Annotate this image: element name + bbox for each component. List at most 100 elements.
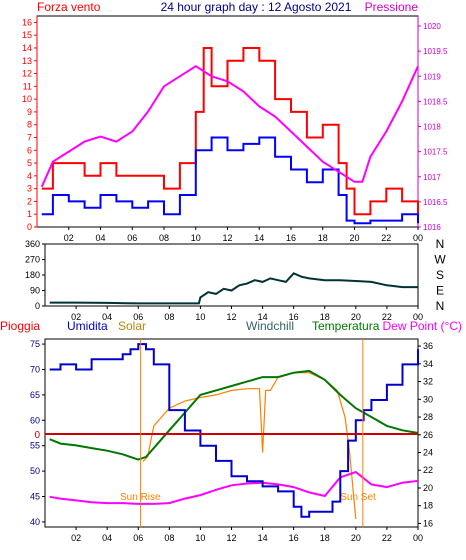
rain-label: Pioggia [0,319,40,333]
right-tick-label: 1019 [423,72,441,81]
x-tick-label: 10 [191,233,201,243]
series-pressione [40,65,419,188]
x-tick-label: 00 [413,312,423,322]
humidity-tick-label: 50 [30,466,40,476]
direction-tick-label: 0 [35,301,40,311]
x-tick-label: 04 [102,533,112,543]
right-tick-label: 1018 [423,123,441,132]
x-tick-label: 04 [95,233,105,243]
x-tick-label: 16 [289,533,299,543]
compass-label-w: W [434,253,446,267]
left-tick-label: 5 [27,158,32,168]
x-tick-label: 18 [320,533,330,543]
wind-direction-plot-area [44,243,419,307]
right-tick-label: 1017.5 [423,148,448,157]
x-tick-label: 10 [195,312,205,322]
x-tick-label: 00 [413,533,423,543]
x-tick-label: 14 [254,233,264,243]
left-tick-label: 15 [22,30,32,40]
left-tick-label: 14 [22,43,32,53]
x-tick-label: 22 [382,533,392,543]
solar-label: Solar [118,319,146,333]
x-tick-label: 06 [133,533,143,543]
right-tick-label: 1020 [423,22,441,31]
chart-title: 24 hour graph day : 12 Agosto 2021 [161,0,352,14]
temperature-tick-label: 18 [423,501,433,511]
compass-label-n: N [436,237,445,251]
temperature-tick-label: 36 [423,341,433,351]
humidity-tick-label: 70 [30,364,40,374]
right-tick-label: 1018.5 [423,97,448,106]
left-tick-label: 1 [27,209,32,219]
series-dew-point [49,470,419,505]
right-tick-label: 1016 [423,223,441,232]
x-tick-label: 10 [195,533,205,543]
windchill-label: Windchill [246,319,294,333]
right-tick-label: 1019.5 [423,47,448,56]
x-tick-label: 16 [286,233,296,243]
rain-zero-label: 0 [34,430,40,441]
left-tick-label: 4 [27,171,32,181]
x-tick-label: 12 [222,233,232,243]
x-tick-label: 20 [351,533,361,543]
temperature-tick-label: 32 [423,377,433,387]
x-tick-label: 18 [318,233,328,243]
humidity-tick-label: 40 [30,517,40,527]
pressure-label: Pressione [365,0,419,14]
x-tick-label: 22 [381,233,391,243]
left-tick-label: 0 [27,222,32,232]
humidity-tick-label: 55 [30,441,40,451]
humidity-tick-label: 45 [30,492,40,502]
direction-tick-label: 270 [25,255,40,265]
left-tick-label: 8 [27,120,32,130]
x-tick-label: 04 [102,312,112,322]
direction-tick-label: 180 [25,270,40,280]
x-tick-label: 20 [351,312,361,322]
left-tick-label: 16 [22,17,32,27]
wind-speed-label: Forza vento [37,0,101,14]
direction-tick-label: 90 [30,286,40,296]
series-raffica [41,136,419,225]
humidity-tick-label: 60 [30,415,40,425]
x-tick-label: 06 [133,312,143,322]
x-tick-label: 08 [164,533,174,543]
x-tick-label: 12 [226,533,236,543]
right-tick-label: 1017 [423,173,441,182]
temperature-label: Temperatura [312,319,380,333]
left-tick-label: 10 [22,94,32,104]
x-tick-label: 06 [127,233,137,243]
humidity-tick-label: 65 [30,390,40,400]
x-tick-label: 08 [164,312,174,322]
x-tick-label: 16 [289,312,299,322]
humidity-tick-label: 75 [30,339,40,349]
x-tick-label: 14 [258,312,268,322]
x-tick-label: 00 [413,233,423,243]
direction-tick-label: 360 [25,239,40,249]
compass-label-s: S [436,268,444,282]
x-tick-label: 22 [382,312,392,322]
left-tick-label: 9 [27,107,32,117]
x-tick-label: 02 [71,533,81,543]
left-tick-label: 13 [22,56,32,66]
x-tick-label: 02 [64,233,74,243]
compass-label-e: E [436,284,444,298]
series-forza-vento [41,47,419,216]
left-tick-label: 6 [27,145,32,155]
left-tick-label: 7 [27,132,32,142]
temperature-tick-label: 34 [423,359,433,369]
temperature-tick-label: 16 [423,518,433,528]
x-tick-label: 02 [71,312,81,322]
sunrise-label: Sun Rise [120,492,161,503]
temperature-tick-label: 20 [423,483,433,493]
wind-pressure-plot-area [36,15,419,228]
left-tick-label: 3 [27,184,32,194]
dewpoint-label: Dew Point (°C) [383,319,462,333]
x-tick-label: 18 [320,312,330,322]
sunset-label: Sun Set [340,492,376,503]
compass-label-n: N [436,299,445,313]
x-tick-label: 14 [258,533,268,543]
temperature-tick-label: 26 [423,430,433,440]
temperature-tick-label: 24 [423,448,433,458]
